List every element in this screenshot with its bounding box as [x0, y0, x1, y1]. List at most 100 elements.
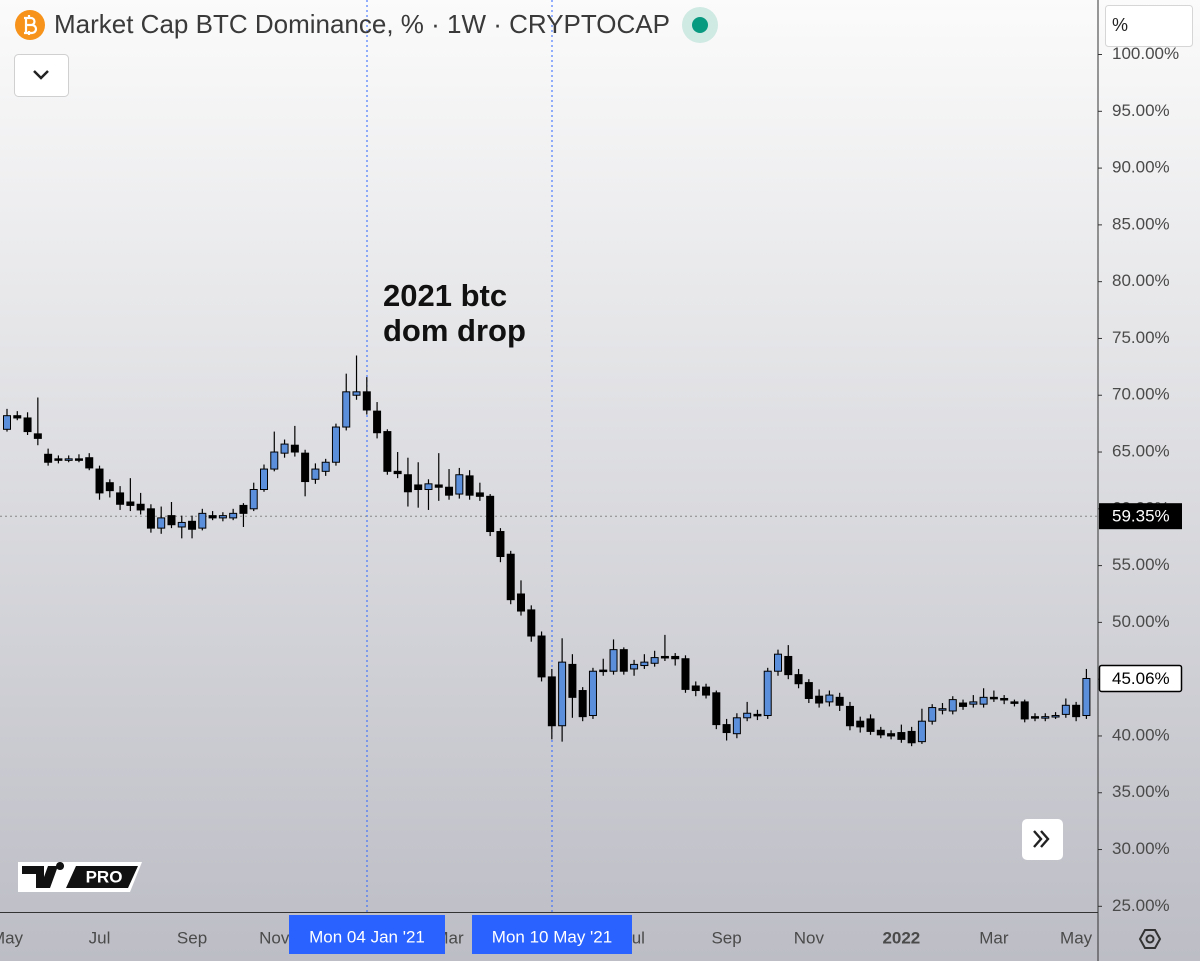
candle-body: [969, 701, 978, 705]
y-tick-label: 80.00%: [1112, 271, 1170, 290]
candle-body: [650, 657, 659, 664]
candle-body: [506, 553, 515, 601]
candle-body: [445, 486, 454, 496]
y-tick-label: 55.00%: [1112, 555, 1170, 574]
candle-body: [917, 720, 926, 743]
candle-body: [198, 512, 207, 529]
x-tick-label: Sep: [177, 928, 207, 947]
candle-body: [568, 663, 577, 698]
candle-body: [424, 483, 433, 491]
candle-body: [1010, 701, 1019, 704]
candle-body: [1000, 697, 1009, 701]
candle-body: [126, 501, 135, 506]
candle-body: [280, 443, 289, 454]
logo-mark: [22, 862, 65, 888]
candle-body: [311, 468, 320, 480]
candle-body: [85, 457, 94, 469]
candle-body: [928, 707, 937, 722]
candle-body: [887, 733, 896, 737]
candle-body: [496, 531, 505, 558]
candle-body: [352, 391, 361, 396]
collapse-button[interactable]: [14, 54, 69, 97]
candle-body: [979, 696, 988, 705]
candle-body: [177, 521, 186, 528]
candle-body: [640, 661, 649, 667]
candle-body: [95, 468, 104, 494]
candle-body: [362, 391, 371, 411]
y-tick-label: 35.00%: [1112, 782, 1170, 801]
candle-body: [547, 676, 556, 727]
candle-body: [702, 686, 711, 696]
candle-body: [136, 503, 145, 511]
candle-body: [44, 453, 53, 463]
candle-body: [732, 717, 741, 735]
candle-body: [342, 391, 351, 428]
candle-body: [599, 669, 608, 673]
candle-body: [825, 694, 834, 703]
annotation: dom drop: [383, 313, 526, 348]
candle-body: [290, 444, 299, 453]
crosshair-label: Mon 10 May '21: [492, 927, 612, 946]
candle-body: [1041, 716, 1050, 719]
candle-body: [660, 655, 669, 659]
logo-pro-bg: [66, 866, 138, 888]
crosshair-label: Mon 04 Jan '21: [309, 927, 425, 946]
scroll-icon: [1033, 830, 1050, 848]
candle-body: [383, 431, 392, 472]
candle-body: [33, 433, 42, 439]
candle-body: [434, 484, 443, 488]
scale-box[interactable]: [1105, 5, 1193, 47]
candle-body: [455, 474, 464, 495]
settings-icon[interactable]: [1138, 929, 1162, 949]
candle-body: [517, 593, 525, 612]
scale-label: %: [1112, 15, 1128, 35]
candle-body: [105, 482, 114, 492]
candle-body: [1072, 704, 1081, 718]
candle-body: [609, 649, 618, 672]
candle-body: [876, 729, 885, 736]
crosshair-y-label-bg: [1099, 503, 1182, 530]
candle-body: [167, 515, 176, 526]
candle-body: [1031, 716, 1039, 719]
btc-icon-glyph: [24, 15, 38, 35]
last-price-bg: [1098, 664, 1183, 693]
candle-body: [630, 663, 639, 670]
candle-body: [64, 458, 73, 461]
candle-body: [558, 661, 567, 727]
candle-body: [208, 515, 217, 519]
candle-body: [845, 705, 854, 727]
candle-body: [784, 655, 793, 676]
candle-body: [856, 720, 865, 728]
candle-body: [414, 484, 423, 491]
crosshair-label-bg: [472, 915, 632, 954]
candle-body: [475, 492, 484, 497]
scroll-right-button[interactable]: [1022, 819, 1063, 860]
x-tick-label: 2022: [882, 928, 920, 947]
y-tick-label: 90.00%: [1112, 158, 1170, 177]
candle-body: [1082, 677, 1091, 717]
candle-body: [465, 475, 474, 496]
candle-body: [578, 690, 587, 718]
chart-title: Market Cap BTC Dominance, % · 1W · CRYPT…: [54, 9, 670, 39]
x-tick-label: May: [0, 928, 24, 947]
candle-body: [588, 670, 597, 717]
candle-body: [948, 699, 957, 712]
candle-body: [753, 713, 762, 717]
candle-body: [74, 458, 83, 461]
x-tick-label: May: [1060, 928, 1093, 947]
candle-body: [301, 452, 310, 483]
y-axis: 25.00%30.00%35.00%40.00%45.00%50.00%55.0…: [1098, 44, 1183, 915]
x-tick-label: Mar: [979, 928, 1009, 947]
candle-body: [712, 692, 721, 726]
y-tick-label: 30.00%: [1112, 839, 1170, 858]
candle-body: [188, 520, 197, 530]
x-tick-label: Jul: [89, 928, 111, 947]
candle-body: [331, 426, 340, 463]
candle-body: [815, 695, 824, 704]
candle-body: [403, 474, 412, 493]
y-tick-label: 95.00%: [1112, 101, 1170, 120]
candle-body: [229, 512, 238, 519]
crosshair-y-label: 59.35%: [1112, 507, 1170, 526]
candle-body: [527, 609, 536, 637]
